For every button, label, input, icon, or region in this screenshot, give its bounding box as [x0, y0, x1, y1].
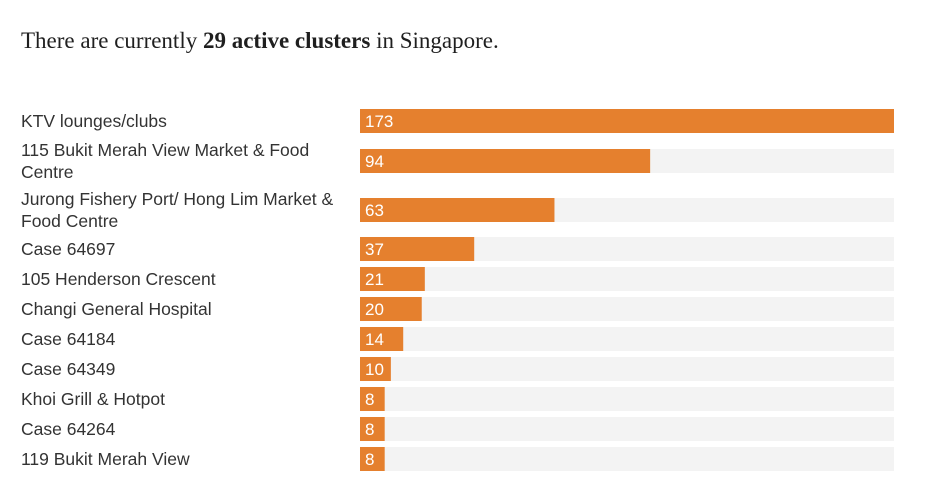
bar — [360, 267, 425, 291]
bar-value-label: 94 — [365, 152, 384, 171]
bar-row: 94 115 Bukit Merah View Market & Food Cent… — [21, 140, 894, 182]
bar-value-label: 21 — [365, 270, 384, 289]
bar-row: 20 Changi General Hospital — [21, 297, 894, 321]
category-label: KTV lounges/clubs — [21, 111, 167, 131]
headline-suffix: in Singapore. — [370, 28, 499, 53]
bar-value-label: 8 — [365, 420, 374, 439]
bar-row: 10 Case 64349 — [21, 357, 894, 381]
bar-value-label: 14 — [365, 330, 384, 349]
bar-track — [360, 327, 894, 351]
bar — [360, 387, 385, 411]
bar-track — [360, 357, 894, 381]
bar-track — [360, 447, 894, 471]
bar-row: 8 119 Bukit Merah View — [21, 447, 894, 471]
bar — [360, 357, 391, 381]
category-label: 119 Bukit Merah View — [21, 449, 190, 469]
bar-row: 21 105 Henderson Crescent — [21, 267, 894, 291]
category-label: Case 64184 — [21, 329, 116, 349]
bar-track — [360, 417, 894, 441]
category-label: Case 64697 — [21, 239, 115, 259]
bar-row: 8 Khoi Grill & Hotpot — [21, 387, 894, 411]
bar — [360, 327, 404, 351]
bar-value-label: 20 — [365, 300, 384, 319]
category-label: Changi General Hospital — [21, 299, 212, 319]
bar-value-label: 8 — [365, 390, 374, 409]
bar-value-label: 10 — [365, 360, 384, 379]
bar-value-label: 173 — [365, 112, 393, 131]
category-label: 115 Bukit Merah View Market & Food Centre — [21, 140, 309, 182]
bar — [360, 149, 651, 173]
bar-value-label: 37 — [365, 240, 384, 259]
bar-row: 8 Case 64264 — [21, 417, 894, 441]
headline-emphasis: 29 active clusters — [202, 28, 371, 53]
bar-row: 173 KTV lounges/clubs — [21, 109, 894, 133]
bar-row: 14 Case 64184 — [21, 327, 894, 351]
bar-value-label: 63 — [365, 201, 384, 220]
bar — [360, 447, 385, 471]
bar-track — [360, 387, 894, 411]
chart-headline: There are currently 29 active clusters i… — [21, 28, 499, 54]
bar-track — [360, 297, 894, 321]
bar-value-label: 8 — [365, 450, 374, 469]
category-label: Case 64349 — [21, 359, 115, 379]
bar-track — [360, 267, 894, 291]
category-label: 105 Henderson Crescent — [21, 269, 216, 289]
bar — [360, 417, 385, 441]
bar — [360, 109, 894, 133]
bar — [360, 237, 475, 261]
bar-row: 37 Case 64697 — [21, 237, 894, 261]
category-label: Khoi Grill & Hotpot — [21, 389, 165, 409]
category-label: Case 64264 — [21, 419, 116, 439]
bar — [360, 297, 422, 321]
bar-row: 63 Jurong Fishery Port/ Hong Lim Market &… — [21, 189, 894, 231]
bar — [360, 198, 555, 222]
headline-prefix: There are currently — [21, 28, 203, 53]
category-label: Jurong Fishery Port/ Hong Lim Market & Fo… — [21, 189, 334, 231]
